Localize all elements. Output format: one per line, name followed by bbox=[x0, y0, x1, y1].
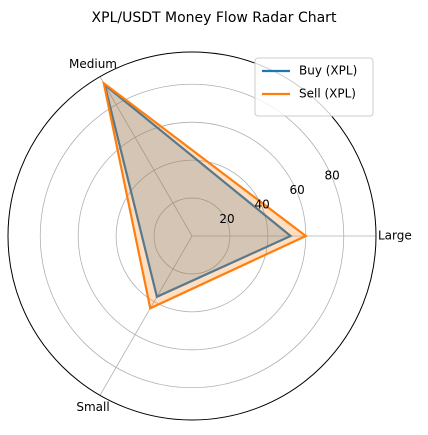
series-area bbox=[104, 84, 291, 297]
series-line bbox=[102, 81, 293, 299]
r-tick-label: 20 bbox=[219, 212, 234, 226]
series-line bbox=[102, 80, 308, 310]
category-label: Small bbox=[76, 400, 109, 414]
r-tick-label: 60 bbox=[290, 183, 305, 197]
legend-label: Sell (XPL) bbox=[299, 87, 356, 101]
category-label: Medium bbox=[69, 57, 117, 71]
r-tick-label: 40 bbox=[254, 197, 269, 211]
r-tick-label: 80 bbox=[325, 168, 340, 182]
chart-title: XPL/USDT Money Flow Radar Chart bbox=[92, 10, 337, 26]
spoke bbox=[99, 235, 193, 396]
series-area bbox=[103, 83, 306, 309]
spoke bbox=[99, 76, 193, 237]
category-label: Large bbox=[378, 229, 412, 243]
legend-box bbox=[254, 57, 374, 117]
outer-circle bbox=[7, 51, 377, 421]
legend-label: Buy (XPL) bbox=[299, 64, 357, 78]
